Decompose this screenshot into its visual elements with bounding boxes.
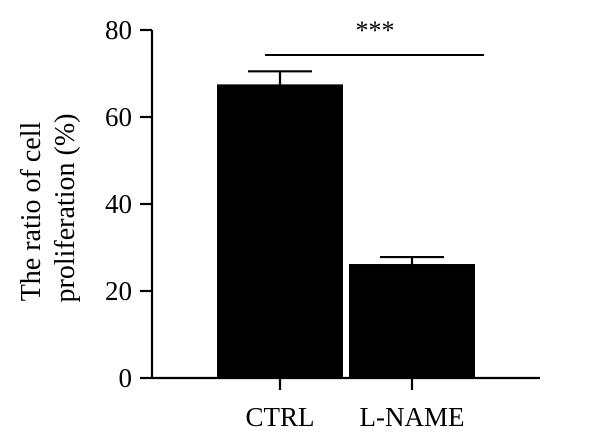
y-axis-label: The ratio of cell proliferation (%) [16,114,81,303]
x-tick-label: CTRL [245,402,314,432]
y-tick-label: 20 [105,276,132,306]
error-bars [248,70,444,265]
bar-ctrl [217,84,343,378]
significance-annotation: *** [265,16,484,56]
y-axis-label-line-1: The ratio of cell [16,121,47,301]
y-tick-label: 40 [105,189,132,219]
x-tick-label: L-NAME [360,402,465,432]
y-tick-label: 80 [105,15,132,45]
y-axis: 0 20 40 60 80 [105,15,154,393]
significance-label: *** [356,16,395,45]
y-axis-label-line-2: proliferation (%) [50,114,81,303]
y-tick-label: 0 [119,363,133,393]
bars [217,84,475,378]
x-axis: CTRL L-NAME [152,376,540,432]
y-tick-label: 60 [105,102,132,132]
bar-l-name [349,264,475,378]
